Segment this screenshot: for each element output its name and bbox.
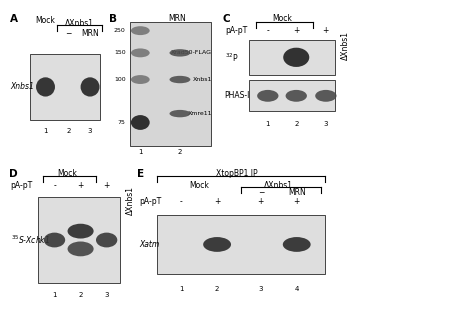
Text: 1: 1 xyxy=(52,292,57,298)
Text: 100: 100 xyxy=(114,77,126,82)
Ellipse shape xyxy=(81,77,100,97)
Text: Mock: Mock xyxy=(189,181,209,190)
Text: −: − xyxy=(258,188,264,197)
Text: E: E xyxy=(137,169,145,179)
Text: Xmre11: Xmre11 xyxy=(188,111,212,116)
Bar xyxy=(38,197,119,283)
Ellipse shape xyxy=(170,76,191,83)
Ellipse shape xyxy=(67,242,93,256)
Text: Mock: Mock xyxy=(36,16,55,25)
Bar xyxy=(249,40,335,75)
Ellipse shape xyxy=(283,237,310,252)
Text: pA-pT: pA-pT xyxy=(225,26,247,35)
Text: 4: 4 xyxy=(294,286,299,292)
Text: +: + xyxy=(214,197,220,206)
Ellipse shape xyxy=(131,26,150,35)
Text: 2: 2 xyxy=(178,149,182,155)
Ellipse shape xyxy=(96,232,117,247)
Text: 1: 1 xyxy=(179,286,183,292)
Text: MRN: MRN xyxy=(288,188,306,197)
Ellipse shape xyxy=(170,110,191,117)
Text: $^{32}$P: $^{32}$P xyxy=(225,51,238,63)
Text: 3: 3 xyxy=(324,121,328,127)
Text: ΔXnbs1: ΔXnbs1 xyxy=(65,19,94,28)
Text: C: C xyxy=(223,14,230,24)
Ellipse shape xyxy=(36,77,55,97)
Bar xyxy=(30,54,100,119)
Text: 2: 2 xyxy=(66,128,71,134)
Text: pA-pT: pA-pT xyxy=(10,181,33,190)
Text: -: - xyxy=(266,26,269,35)
Text: 3: 3 xyxy=(104,292,109,298)
Text: +: + xyxy=(323,26,329,35)
Ellipse shape xyxy=(131,48,150,57)
Ellipse shape xyxy=(131,115,150,130)
Text: 1: 1 xyxy=(43,128,48,134)
Text: +: + xyxy=(103,181,110,190)
Text: Xnbs1: Xnbs1 xyxy=(10,82,34,91)
Text: D: D xyxy=(9,169,18,179)
Text: Mock: Mock xyxy=(58,169,77,178)
Ellipse shape xyxy=(131,75,150,84)
Bar xyxy=(130,22,211,146)
Text: 1: 1 xyxy=(138,149,143,155)
Text: A: A xyxy=(9,14,18,24)
Ellipse shape xyxy=(67,224,93,239)
Text: +: + xyxy=(77,181,84,190)
Text: +: + xyxy=(258,197,264,206)
Ellipse shape xyxy=(44,232,65,247)
Text: 3: 3 xyxy=(88,128,92,134)
Text: Xatm: Xatm xyxy=(139,240,160,249)
Text: pA-pT: pA-pT xyxy=(139,197,162,206)
Text: PHAS-I: PHAS-I xyxy=(224,91,249,100)
Text: B: B xyxy=(109,14,117,24)
Text: 250: 250 xyxy=(114,28,126,33)
Ellipse shape xyxy=(203,237,231,252)
Text: +: + xyxy=(293,26,300,35)
Text: ΔXnbs1: ΔXnbs1 xyxy=(126,185,135,214)
Text: XtopBP1 IP: XtopBP1 IP xyxy=(216,169,258,178)
Bar xyxy=(157,215,325,274)
Text: Xnbs1: Xnbs1 xyxy=(193,77,212,82)
Text: Mock: Mock xyxy=(272,14,292,24)
Text: 150: 150 xyxy=(114,50,126,55)
Ellipse shape xyxy=(283,48,309,67)
Text: ΔXnbs1: ΔXnbs1 xyxy=(341,31,350,60)
Text: Xrad50-FLAG: Xrad50-FLAG xyxy=(171,50,212,55)
Text: 1: 1 xyxy=(265,121,270,127)
Ellipse shape xyxy=(257,90,279,102)
Text: $^{35}$S-Xchk1: $^{35}$S-Xchk1 xyxy=(10,234,50,246)
Text: MRN: MRN xyxy=(168,14,186,24)
Bar xyxy=(249,80,335,111)
Text: 2: 2 xyxy=(215,286,219,292)
Text: -: - xyxy=(180,197,182,206)
Ellipse shape xyxy=(315,90,337,102)
Text: 3: 3 xyxy=(259,286,263,292)
Ellipse shape xyxy=(285,90,307,102)
Text: 2: 2 xyxy=(294,121,299,127)
Text: −: − xyxy=(65,29,72,38)
Text: 75: 75 xyxy=(118,120,126,125)
Text: ΔXnbs1: ΔXnbs1 xyxy=(264,181,293,190)
Text: +: + xyxy=(293,197,300,206)
Ellipse shape xyxy=(170,49,191,57)
Text: 2: 2 xyxy=(78,292,83,298)
Text: MRN: MRN xyxy=(81,29,99,38)
Text: -: - xyxy=(53,181,56,190)
